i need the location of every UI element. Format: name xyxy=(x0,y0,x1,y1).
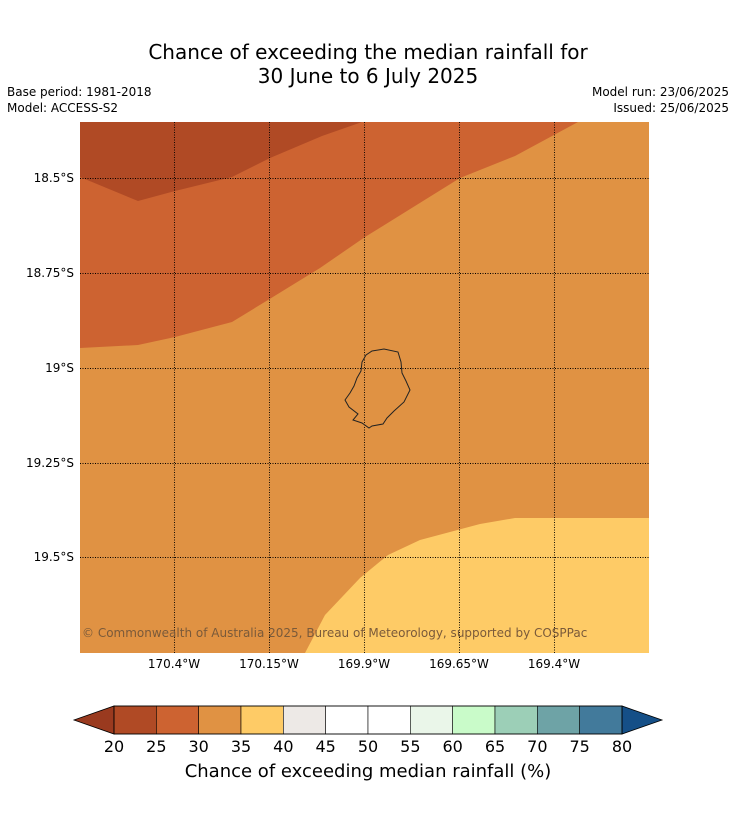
colorbar-tick-label: 50 xyxy=(357,737,379,756)
lat-label: 19.5°S xyxy=(33,550,74,564)
colorbar-tick-label: 80 xyxy=(611,737,633,756)
copyright-text: © Commonwealth of Australia 2025, Bureau… xyxy=(82,626,588,640)
colorbar-segment xyxy=(198,705,242,735)
colorbar-tick-label: 35 xyxy=(230,737,252,756)
model-text: Model: ACCESS-S2 xyxy=(7,101,119,115)
zone-35-40 xyxy=(305,518,649,653)
colorbar-tick-label: 65 xyxy=(484,737,506,756)
model-run-text: Model run: 23/06/2025 xyxy=(591,85,729,99)
colorbar-segment xyxy=(579,705,623,735)
issued-text: Issued: 25/06/2025 xyxy=(613,101,729,115)
lat-label: 18.75°S xyxy=(26,266,74,280)
colorbar-tick-label: 70 xyxy=(527,737,548,756)
lat-label: 19°S xyxy=(45,361,74,375)
lon-label: 170.4°W xyxy=(147,657,201,671)
colorbar-tick-label: 55 xyxy=(400,737,421,756)
lon-label: 169.9°W xyxy=(337,657,391,671)
colorbar-tick-label: 20 xyxy=(103,737,125,756)
colorbar-tick-label: 25 xyxy=(146,737,167,756)
colorbar-tick-label: 45 xyxy=(315,737,336,756)
island-coastline xyxy=(344,348,411,429)
colorbar-tick-label: 60 xyxy=(442,737,463,756)
lon-label: 170.15°W xyxy=(239,657,299,671)
colorbar-label: Chance of exceeding median rainfall (%) xyxy=(184,761,552,782)
gridlines xyxy=(80,122,649,653)
colorbar-tick-label: 40 xyxy=(273,737,294,756)
colorbar-segment xyxy=(325,705,369,735)
colorbar-tick-label: 75 xyxy=(569,737,590,756)
base-period-text: Base period: 1981-2018 xyxy=(7,85,152,99)
lat-label: 19.25°S xyxy=(26,456,74,470)
colorbar xyxy=(72,705,664,735)
colorbar-segment xyxy=(367,705,411,735)
zone-20-25 xyxy=(80,122,362,201)
lon-label: 169.4°W xyxy=(527,657,581,671)
lon-label: 169.65°W xyxy=(429,657,489,671)
lat-label: 18.5°S xyxy=(33,171,74,185)
map-title-line1: Chance of exceeding the median rainfall … xyxy=(148,40,588,64)
colorbar-tick-label: 30 xyxy=(188,737,209,756)
map-title-line2: 30 June to 6 July 2025 xyxy=(257,64,479,88)
